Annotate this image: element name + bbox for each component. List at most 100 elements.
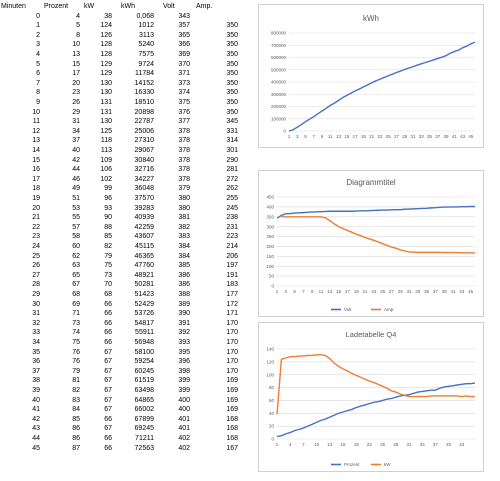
table-cell[interactable]: 93 [104, 204, 112, 212]
table-cell[interactable]: 66 [104, 300, 112, 308]
table-cell[interactable]: 60 [72, 243, 80, 250]
table-cell[interactable]: 126 [100, 31, 112, 39]
table-cell[interactable]: 113 [100, 147, 112, 154]
table-cell[interactable]: 17 [72, 70, 80, 78]
table-cell[interactable]: 350 [226, 70, 238, 78]
table-cell[interactable]: 86 [72, 435, 80, 442]
table-cell[interactable]: 131 [100, 108, 112, 116]
table-cell[interactable]: 169 [226, 396, 238, 404]
table-cell[interactable]: 4 [36, 51, 40, 58]
table-cell[interactable]: 15 [32, 156, 40, 164]
table-cell[interactable]: 118 [100, 137, 112, 145]
table-cell[interactable]: 398 [178, 367, 190, 375]
series-line-prozent[interactable] [276, 382, 476, 438]
table-cell[interactable]: 58100 [134, 348, 154, 356]
table-cell[interactable]: 10 [72, 41, 80, 49]
table-cell[interactable]: 402 [178, 435, 190, 442]
table-cell[interactable]: 350 [226, 41, 238, 49]
table-cell[interactable]: 389 [178, 300, 190, 308]
table-cell[interactable]: 168 [226, 415, 238, 423]
table-cell[interactable]: 76 [72, 348, 80, 356]
table-cell[interactable]: 32716 [134, 166, 154, 174]
table-cell[interactable]: 0,068 [136, 12, 154, 20]
table-cell[interactable]: 245 [226, 204, 238, 212]
table-cell[interactable]: 79 [104, 252, 112, 260]
table-cell[interactable]: 5240 [138, 41, 154, 49]
series-line-amp[interactable] [281, 216, 476, 254]
table-cell[interactable]: 24 [32, 243, 40, 250]
table-header[interactable]: Minuten [1, 3, 26, 10]
table-cell[interactable]: 20 [72, 79, 80, 87]
table-cell[interactable]: 41 [32, 406, 40, 414]
table-cell[interactable]: 50281 [134, 281, 154, 289]
table-cell[interactable]: 396 [178, 358, 190, 366]
table-cell[interactable]: 63498 [134, 387, 154, 394]
table-cell[interactable]: 37 [32, 367, 40, 375]
table-cell[interactable]: 58 [72, 233, 80, 241]
table-cell[interactable]: 73 [72, 319, 80, 327]
table-cell[interactable]: 170 [226, 339, 238, 346]
table-cell[interactable]: 223 [226, 233, 238, 241]
table-cell[interactable]: 171 [226, 310, 238, 318]
table-cell[interactable]: 378 [178, 147, 190, 154]
table-cell[interactable]: 7575 [138, 51, 154, 58]
table-cell[interactable]: 12 [32, 127, 40, 135]
table-cell[interactable]: 128 [100, 41, 112, 49]
table-cell[interactable]: 170 [226, 348, 238, 356]
table-cell[interactable]: 40 [32, 396, 40, 404]
table-cell[interactable]: 22 [32, 223, 40, 231]
table-cell[interactable]: 85 [72, 415, 80, 423]
table-cell[interactable]: 350 [226, 22, 238, 30]
table-cell[interactable]: 45 [32, 444, 40, 452]
table-cell[interactable]: 3113 [138, 31, 154, 39]
table-cell[interactable]: 32 [32, 319, 40, 327]
table-cell[interactable]: 18 [32, 185, 40, 193]
table-cell[interactable]: 11 [32, 118, 40, 126]
table-cell[interactable]: 377 [178, 118, 190, 126]
table-cell[interactable]: 388 [178, 291, 190, 298]
table-cell[interactable]: 79 [72, 367, 80, 375]
table-cell[interactable]: 49 [72, 185, 80, 193]
table-header[interactable]: Amp. [196, 3, 213, 10]
table-cell[interactable]: 75 [72, 339, 80, 346]
table-cell[interactable]: 345 [226, 118, 238, 126]
table-cell[interactable]: 301 [226, 147, 238, 154]
table-cell[interactable]: 56948 [134, 339, 154, 346]
table-cell[interactable]: 386 [178, 281, 190, 289]
table-cell[interactable]: 30 [32, 300, 40, 308]
table-cell[interactable]: 44 [32, 435, 40, 442]
table-cell[interactable]: 130 [100, 79, 112, 87]
table-cell[interactable]: 390 [178, 310, 190, 318]
table-cell[interactable]: 67 [104, 425, 112, 433]
table-cell[interactable]: 9 [36, 99, 40, 106]
table-cell[interactable]: 380 [178, 195, 190, 202]
table-cell[interactable]: 76 [72, 358, 80, 366]
table-cell[interactable]: 350 [226, 79, 238, 87]
table-cell[interactable]: 42259 [134, 223, 154, 231]
table-cell[interactable]: 66 [104, 319, 112, 327]
table-cell[interactable]: 401 [178, 415, 190, 423]
table-cell[interactable]: 68 [72, 291, 80, 298]
table-cell[interactable]: 5 [36, 60, 40, 68]
chart-kwh[interactable]: kWh 0 100000 200000 300000 400000 500000 600000… [258, 4, 484, 148]
table-cell[interactable]: 27 [32, 271, 40, 279]
table-cell[interactable]: 62 [72, 252, 80, 260]
table-cell[interactable]: 402 [178, 444, 190, 452]
table-cell[interactable]: 378 [178, 127, 190, 135]
table-cell[interactable]: 400 [178, 396, 190, 404]
table-cell[interactable]: 376 [178, 108, 190, 116]
table-cell[interactable]: 350 [226, 31, 238, 39]
table-cell[interactable]: 6 [36, 70, 40, 78]
table-cell[interactable]: 400 [178, 406, 190, 414]
table-cell[interactable]: 314 [226, 137, 238, 145]
table-header[interactable]: Volt [163, 3, 175, 10]
table-cell[interactable]: 357 [178, 22, 190, 30]
table-cell[interactable]: 54817 [134, 319, 154, 327]
table-cell[interactable]: 131 [100, 99, 112, 106]
table-cell[interactable]: 46365 [134, 252, 154, 260]
table-cell[interactable]: 66 [104, 310, 112, 318]
table-cell[interactable]: 167 [226, 444, 238, 452]
table-cell[interactable]: 365 [178, 31, 190, 39]
table-cell[interactable]: 18510 [134, 99, 154, 106]
table-cell[interactable]: 37 [72, 137, 80, 145]
